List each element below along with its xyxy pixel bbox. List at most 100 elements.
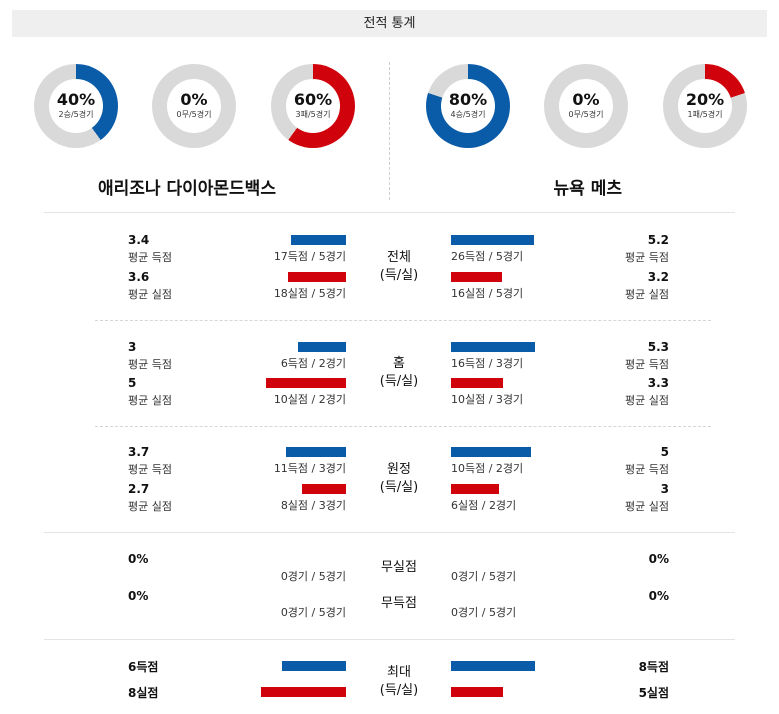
home-avg-allowed-label: 평균 실점 — [625, 394, 669, 407]
home-draw-pct: 0% — [572, 90, 600, 109]
home-games-title: 홈 — [393, 356, 405, 371]
section-divider — [44, 532, 735, 533]
away-shutout-pct: 0% — [128, 552, 149, 566]
away-total-score-bar — [291, 235, 346, 245]
home-max-allowed-bar — [451, 687, 503, 697]
away-away-avg-score: 3.7 — [128, 445, 150, 459]
team-divider — [389, 62, 390, 200]
away-loss-pct: 60% — [293, 90, 333, 109]
home-home-allowed-bar — [451, 378, 503, 388]
section-divider — [95, 320, 711, 321]
home-draw-donut: 0% 0무/5경기 — [544, 64, 628, 148]
home-home-score-caption: 16득점 / 3경기 — [451, 357, 524, 370]
home-scoreless-caption: 0경기 / 5경기 — [451, 606, 517, 619]
scoreless-title: 무득점 — [381, 596, 417, 611]
total-title: 전체 — [387, 250, 411, 265]
away-draw-pct: 0% — [180, 90, 208, 109]
home-total-avg-allowed: 3.2 — [647, 270, 669, 284]
home-loss-donut: 20% 1패/5경기 — [663, 64, 747, 148]
away-avg-allowed-label: 평균 실점 — [128, 500, 172, 513]
away-scoreless-pct: 0% — [128, 589, 149, 603]
away-avg-score-label: 평균 득점 — [128, 251, 172, 264]
away-home-score-caption: 6득점 / 2경기 — [280, 357, 346, 370]
away-total-avg-score: 3.4 — [128, 233, 150, 247]
home-max-allowed: 5실점 — [638, 686, 669, 700]
away-win-donut: 40% 2승/5경기 — [34, 64, 118, 148]
home-games-subtitle: (득/실) — [379, 374, 419, 389]
home-home-avg-allowed: 3.3 — [647, 376, 669, 390]
home-away-avg-score: 5 — [660, 445, 669, 459]
home-total-allowed-bar — [451, 272, 502, 282]
home-loss-pct: 20% — [685, 90, 725, 109]
home-total-score-caption: 26득점 / 5경기 — [451, 250, 524, 263]
home-win-pct: 80% — [448, 90, 488, 109]
max-title: 최대 — [387, 665, 411, 680]
away-home-allowed-bar — [266, 378, 346, 388]
away-total-allowed-caption: 18실점 / 5경기 — [273, 287, 346, 300]
home-home-score-bar — [451, 342, 535, 352]
away-win-pct: 40% — [56, 90, 96, 109]
home-team-name: 뉴욕 메츠 — [553, 179, 622, 199]
home-away-allowed-caption: 6실점 / 2경기 — [451, 499, 517, 512]
away-total-allowed-bar — [288, 272, 346, 282]
away-max-allowed: 8실점 — [128, 686, 159, 700]
away-avg-score-label: 평균 득점 — [128, 463, 172, 476]
stats-header: 전적 통계 — [12, 10, 767, 37]
home-max-score-bar — [451, 661, 535, 671]
away-away-score-caption: 11득점 / 3경기 — [273, 462, 346, 475]
home-loss-sub: 1패/5경기 — [687, 110, 723, 119]
home-scoreless-pct: 0% — [648, 589, 669, 603]
away-games-subtitle: (득/실) — [379, 480, 419, 495]
home-total-avg-score: 5.2 — [647, 233, 669, 247]
shutout-title: 무실점 — [381, 560, 417, 575]
away-loss-sub: 3패/5경기 — [295, 110, 331, 119]
home-home-avg-score: 5.3 — [647, 340, 669, 354]
section-divider — [44, 639, 735, 640]
total-subtitle: (득/실) — [379, 268, 419, 283]
away-team-name: 애리조나 다이아몬드백스 — [98, 179, 276, 199]
home-away-allowed-bar — [451, 484, 499, 494]
away-total-avg-allowed: 3.6 — [128, 270, 150, 284]
away-away-allowed-caption: 8실점 / 3경기 — [280, 499, 346, 512]
away-max-allowed-bar — [261, 687, 346, 697]
home-total-score-bar — [451, 235, 534, 245]
home-avg-score-label: 평균 득점 — [625, 463, 669, 476]
home-home-allowed-caption: 10실점 / 3경기 — [451, 393, 524, 406]
away-home-allowed-caption: 10실점 / 2경기 — [273, 393, 346, 406]
away-games-title: 원정 — [387, 462, 411, 477]
away-home-score-bar — [298, 342, 346, 352]
away-max-score: 6득점 — [128, 660, 159, 674]
home-draw-sub: 0무/5경기 — [568, 110, 604, 119]
section-divider — [95, 426, 711, 427]
home-total-allowed-caption: 16실점 / 5경기 — [451, 287, 524, 300]
max-subtitle: (득/실) — [379, 683, 419, 698]
away-avg-allowed-label: 평균 실점 — [128, 288, 172, 301]
away-away-score-bar — [286, 447, 346, 457]
away-away-allowed-bar — [302, 484, 346, 494]
home-avg-allowed-label: 평균 실점 — [625, 500, 669, 513]
home-away-score-bar — [451, 447, 531, 457]
away-draw-sub: 0무/5경기 — [176, 110, 212, 119]
away-home-avg-allowed: 5 — [128, 376, 137, 390]
home-shutout-caption: 0경기 / 5경기 — [451, 570, 517, 583]
away-avg-score-label: 평균 득점 — [128, 358, 172, 371]
away-scoreless-caption: 0경기 / 5경기 — [280, 606, 346, 619]
home-max-score: 8득점 — [638, 660, 669, 674]
home-away-score-caption: 10득점 / 2경기 — [451, 462, 524, 475]
away-home-avg-score: 3 — [128, 340, 137, 354]
away-max-score-bar — [282, 661, 346, 671]
away-shutout-caption: 0경기 / 5경기 — [280, 570, 346, 583]
home-avg-score-label: 평균 득점 — [625, 251, 669, 264]
home-shutout-pct: 0% — [648, 552, 669, 566]
away-win-sub: 2승/5경기 — [58, 110, 94, 119]
away-away-avg-allowed: 2.7 — [128, 482, 150, 496]
away-draw-donut: 0% 0무/5경기 — [152, 64, 236, 148]
section-divider — [44, 212, 735, 213]
home-win-sub: 4승/5경기 — [450, 110, 486, 119]
home-avg-score-label: 평균 득점 — [625, 358, 669, 371]
home-win-donut: 80% 4승/5경기 — [426, 64, 510, 148]
away-avg-allowed-label: 평균 실점 — [128, 394, 172, 407]
home-away-avg-allowed: 3 — [660, 482, 669, 496]
away-loss-donut: 60% 3패/5경기 — [271, 64, 355, 148]
home-avg-allowed-label: 평균 실점 — [625, 288, 669, 301]
